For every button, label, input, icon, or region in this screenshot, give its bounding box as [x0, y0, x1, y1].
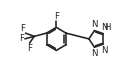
Text: N: N — [101, 46, 107, 55]
Text: F: F — [54, 12, 59, 21]
Text: H: H — [104, 23, 111, 32]
Text: N: N — [91, 49, 97, 58]
Text: F: F — [27, 44, 32, 53]
Text: N: N — [91, 20, 97, 29]
Text: F: F — [20, 24, 25, 33]
Text: N: N — [101, 23, 107, 32]
Text: F: F — [19, 34, 24, 43]
